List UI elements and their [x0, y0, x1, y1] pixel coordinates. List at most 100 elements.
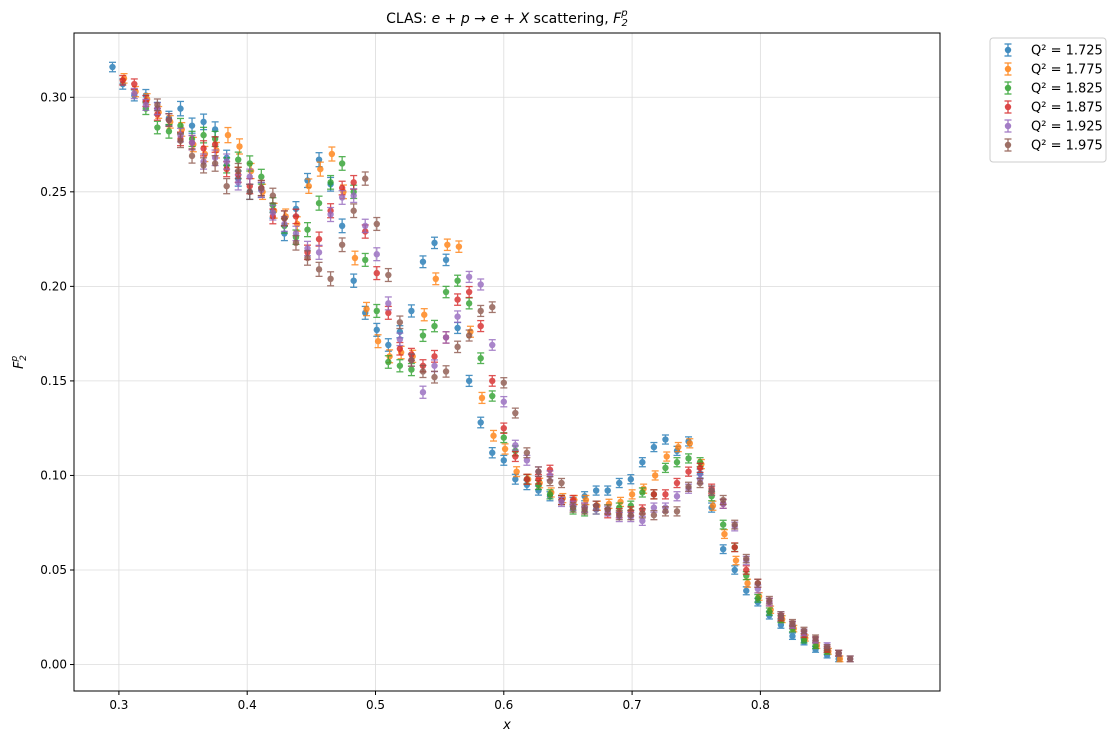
data-point — [812, 634, 819, 642]
data-point — [673, 508, 681, 515]
data-point — [465, 288, 473, 296]
data-point — [569, 504, 577, 511]
data-point — [743, 555, 750, 562]
data-point — [673, 493, 681, 500]
data-point — [719, 521, 727, 528]
data-point — [490, 432, 497, 439]
plot-marks — [108, 61, 854, 663]
data-point — [315, 156, 323, 163]
data-point — [500, 398, 507, 405]
data-point — [477, 419, 484, 426]
data-point — [350, 277, 357, 284]
data-point — [500, 379, 507, 386]
y-tick-label: 0.25 — [40, 185, 67, 199]
data-point — [317, 165, 324, 173]
data-point — [327, 211, 334, 218]
y-tick-label: 0.05 — [40, 563, 67, 577]
data-point — [421, 311, 428, 318]
data-point — [546, 477, 554, 485]
data-point — [512, 441, 519, 449]
data-point — [419, 389, 427, 396]
data-point — [454, 343, 461, 351]
data-point — [236, 143, 243, 150]
x-tick-label: 0.8 — [751, 698, 770, 712]
data-point — [350, 192, 357, 199]
data-point — [304, 177, 311, 184]
legend-label: Q² = 1.775 — [1031, 63, 1103, 78]
data-point — [442, 334, 450, 341]
data-point — [535, 476, 542, 483]
data-point — [719, 545, 727, 553]
data-point — [431, 239, 438, 247]
data-point — [396, 336, 404, 343]
data-point — [616, 479, 623, 487]
data-point — [754, 595, 762, 602]
data-point — [246, 173, 253, 180]
legend-item — [1004, 138, 1012, 152]
data-point — [709, 502, 717, 509]
legend-marker — [1004, 103, 1012, 111]
data-point — [432, 275, 439, 283]
y-tick-label: 0.20 — [40, 279, 67, 293]
data-point — [766, 597, 773, 604]
data-point — [131, 80, 138, 88]
data-point — [686, 440, 694, 447]
data-point — [823, 644, 831, 651]
data-point — [224, 131, 232, 139]
data-point — [731, 521, 738, 528]
data-point — [177, 137, 184, 144]
data-point — [431, 353, 438, 360]
data-point — [338, 241, 346, 248]
x-tick-label: 0.6 — [494, 698, 513, 712]
data-point — [546, 491, 554, 498]
data-point — [616, 511, 623, 519]
y-tick-label: 0.10 — [40, 468, 67, 482]
data-point — [235, 167, 242, 175]
data-point — [269, 209, 277, 216]
data-point — [455, 243, 463, 250]
legend-marker — [1004, 46, 1012, 54]
data-point — [477, 307, 484, 315]
data-point — [662, 464, 669, 472]
data-point — [165, 116, 173, 124]
data-point — [246, 160, 253, 167]
data-point — [431, 362, 438, 369]
data-point — [315, 249, 323, 256]
data-point — [200, 145, 207, 152]
legend-item — [1004, 62, 1012, 76]
y-tick-label: 0.15 — [40, 374, 67, 388]
data-point — [662, 436, 669, 443]
data-point — [685, 468, 692, 475]
data-point — [442, 368, 450, 375]
data-point — [223, 182, 230, 190]
data-point — [743, 587, 750, 594]
data-point — [304, 254, 311, 262]
data-point — [604, 487, 611, 494]
data-point — [419, 258, 427, 265]
data-point — [327, 179, 334, 186]
data-point — [119, 77, 126, 84]
data-point — [650, 491, 658, 498]
data-point — [663, 453, 670, 460]
data-point — [362, 256, 369, 264]
legend-label: Q² = 1.975 — [1031, 139, 1103, 154]
legend-item — [1004, 119, 1012, 133]
data-point — [743, 566, 750, 574]
legend-item — [1004, 43, 1012, 57]
data-point — [489, 449, 496, 456]
data-point — [235, 179, 242, 186]
data-point — [501, 445, 509, 453]
data-point — [558, 479, 565, 487]
data-point — [489, 392, 496, 400]
data-point — [617, 498, 624, 506]
data-point — [131, 90, 138, 97]
data-point — [188, 152, 196, 160]
data-point — [812, 642, 819, 649]
data-point — [535, 468, 542, 475]
data-point — [292, 213, 300, 220]
data-point — [373, 307, 380, 315]
data-point — [350, 179, 357, 186]
data-point — [744, 580, 751, 587]
data-point — [777, 612, 785, 619]
